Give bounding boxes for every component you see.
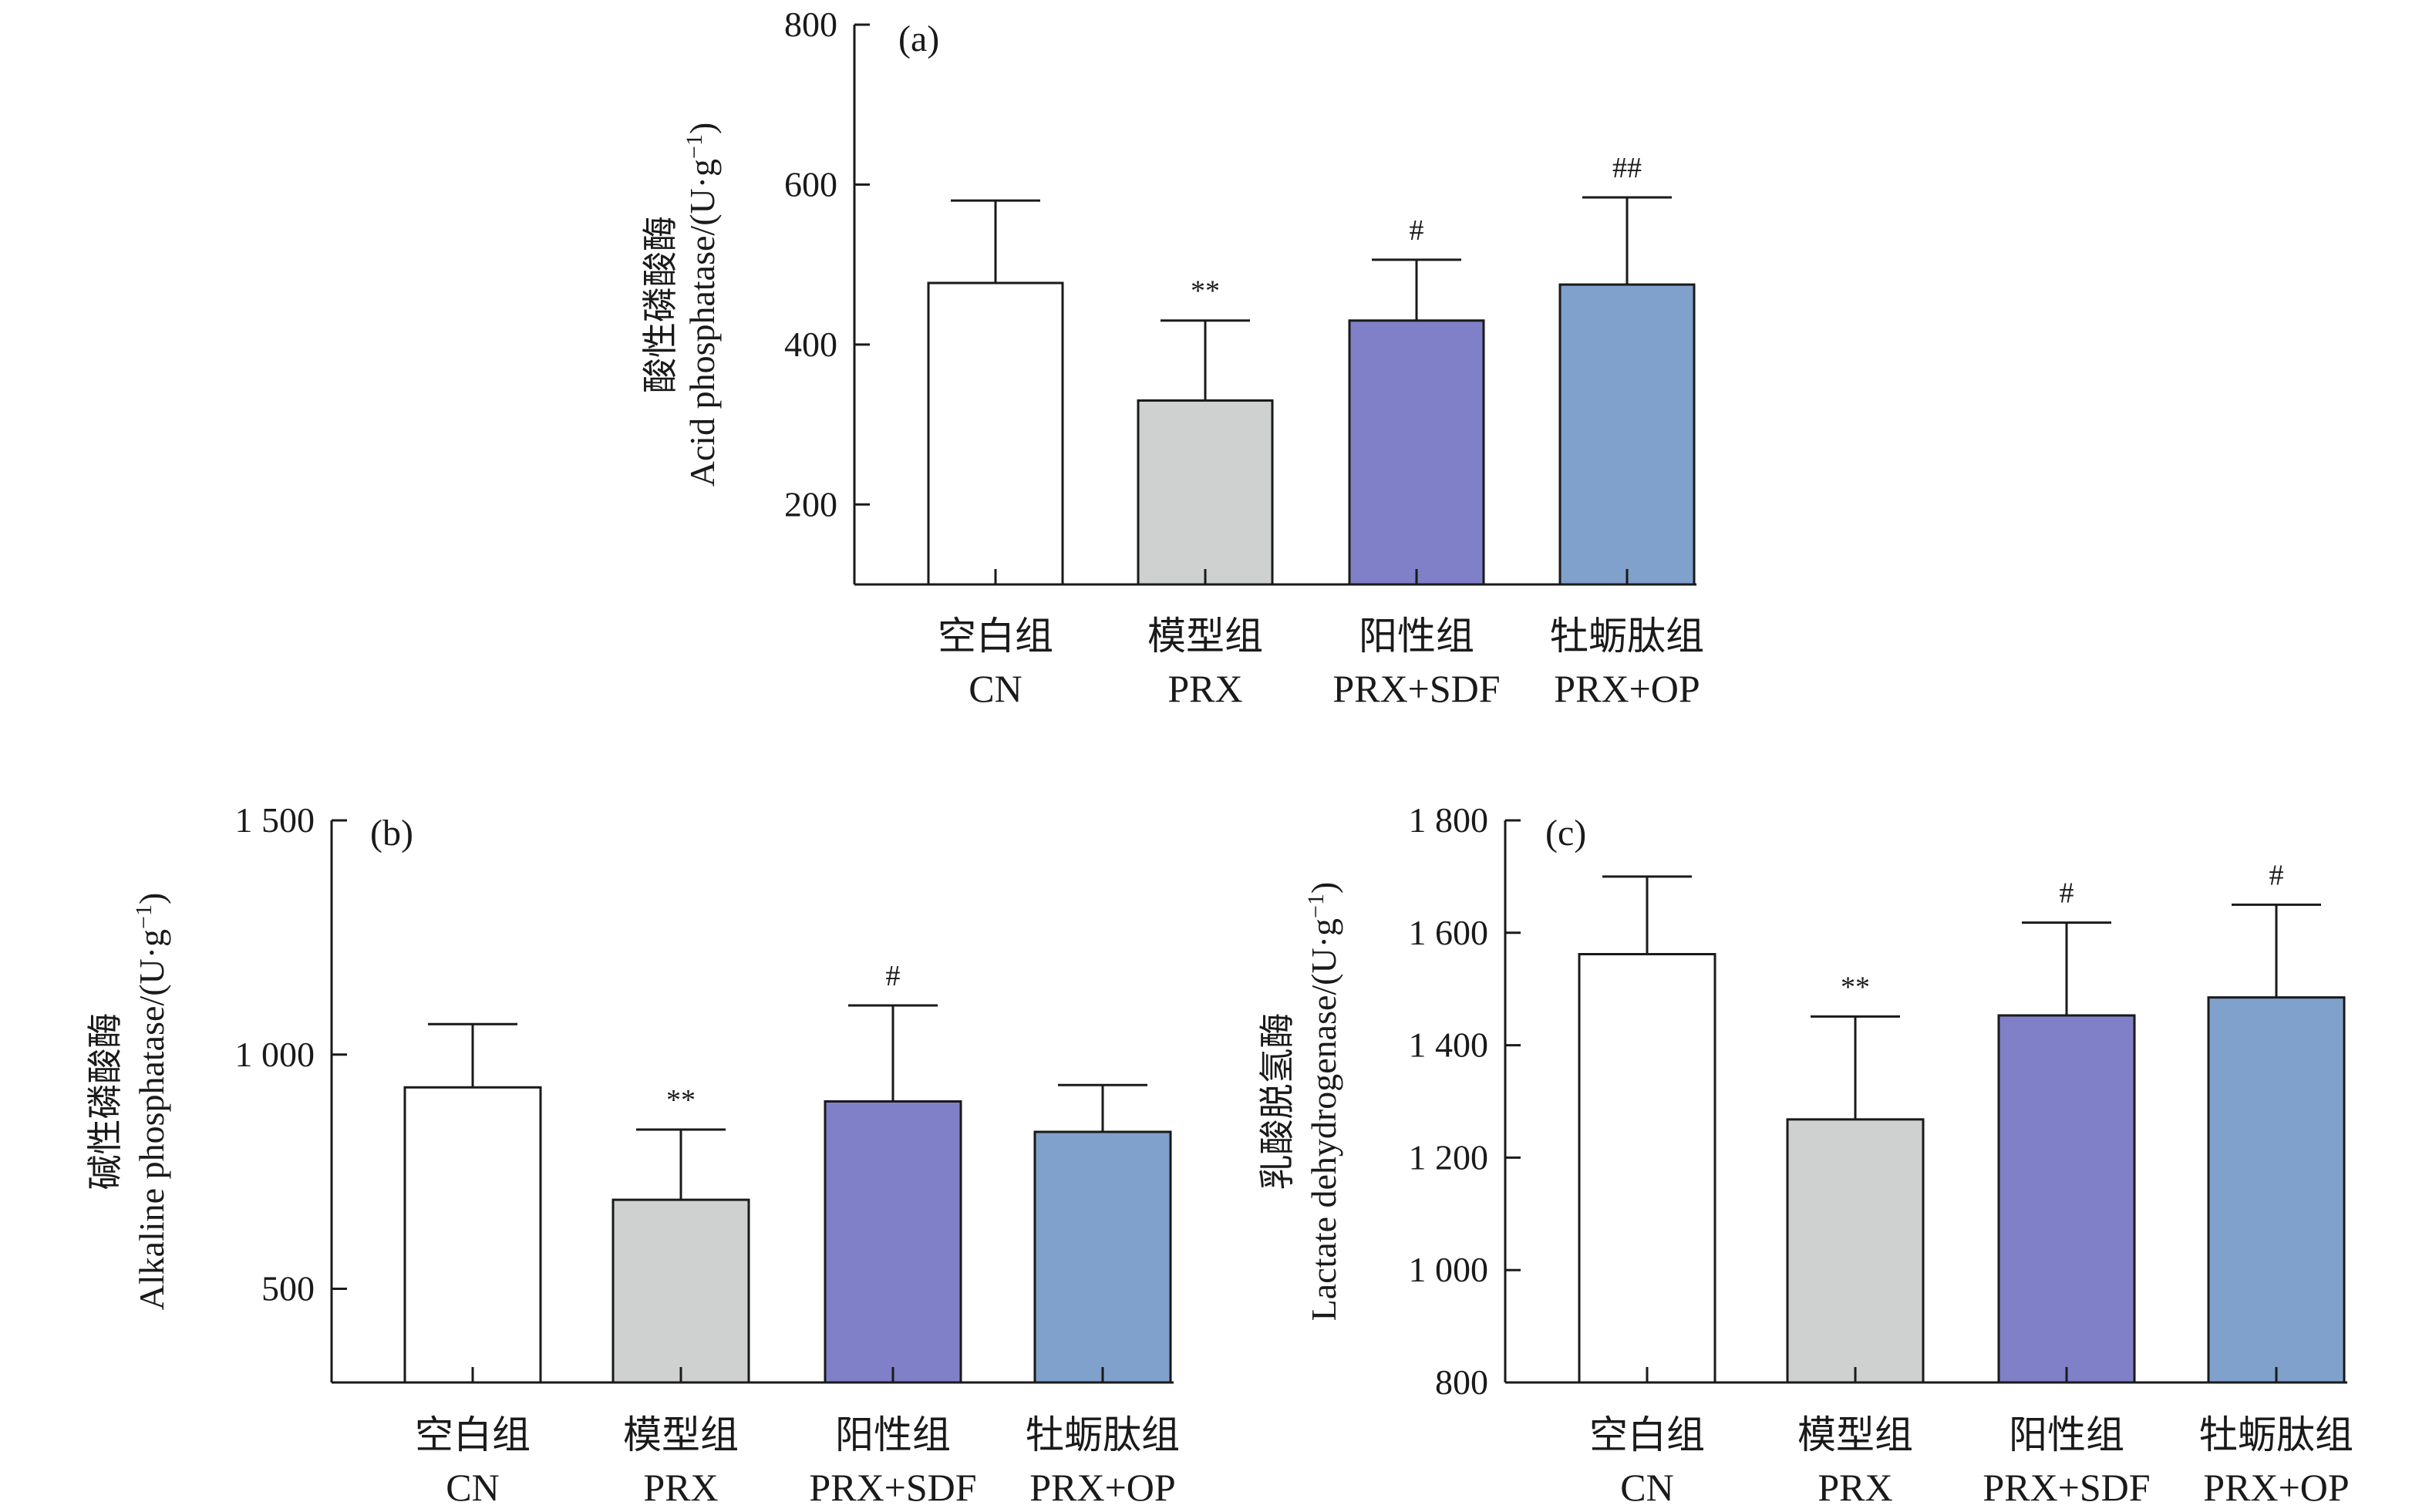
y-axis-title-main: Lactate dehydrogenase/(U·g	[1304, 918, 1343, 1321]
y-axis-title-cn: 碱性磷酸酶	[86, 1013, 125, 1190]
y-tick-label: 500	[261, 1269, 315, 1308]
bar-prx-op	[1558, 283, 1696, 586]
category-label-cn: 模型组	[1797, 1413, 1913, 1456]
bar-prx-sdf	[824, 1100, 962, 1384]
panel-label: (a)	[898, 19, 939, 59]
category-label-cn: 牡蛎肽组	[1026, 1413, 1180, 1456]
bar-prx-op	[2207, 996, 2346, 1384]
significance-mark: **	[1191, 275, 1220, 308]
y-axis-title-superscript: −1	[682, 134, 707, 159]
y-axis-title-main: Alkaline phosphatase/(U·g	[132, 929, 171, 1310]
bar-cn	[403, 1086, 542, 1384]
category-label: PRX+OP	[1554, 667, 1700, 710]
bar-prx	[1786, 1118, 1925, 1384]
y-axis-title-close: )	[132, 893, 171, 904]
significance-mark: #	[886, 960, 901, 992]
bar-prx-op	[1033, 1130, 1172, 1384]
significance-mark: **	[666, 1084, 696, 1116]
significance-mark: #	[2060, 877, 2074, 910]
y-tick-label: 1 800	[1409, 800, 1489, 840]
y-axis-title-cn: 乳酸脱氢酶	[1258, 1013, 1297, 1190]
y-axis-title-close: )	[682, 123, 722, 134]
category-label: PRX	[1167, 667, 1242, 710]
category-label: PRX+OP	[2203, 1466, 2349, 1509]
significance-mark: #	[1410, 214, 1424, 247]
y-tick-label: 800	[1435, 1362, 1488, 1402]
category-label: CN	[446, 1466, 499, 1509]
y-tick-label: 1 000	[1409, 1250, 1489, 1289]
category-label: PRX+OP	[1029, 1466, 1175, 1509]
panel-b: 500 1 000 1 500 (b) 碱性磷酸酶 Alkaline phosphatas…	[86, 800, 1180, 1509]
category-label: PRX	[643, 1466, 718, 1509]
category-label: CN	[969, 667, 1022, 710]
category-label-cn: 空白组	[938, 615, 1053, 658]
y-axis-title-cn: 酸性磷酸酶	[641, 216, 680, 393]
y-tick-label: 1 400	[1409, 1025, 1489, 1065]
y-tick-label: 200	[784, 484, 837, 524]
bar-prx-sdf	[1997, 1014, 2136, 1384]
panel-a: 200 400 600 800 (a) 酸性磷酸酶 Acid phosphatase/(U·…	[641, 5, 1704, 710]
y-tick-label: 1 600	[1409, 913, 1489, 952]
category-label: PRX	[1818, 1466, 1892, 1509]
significance-mark: #	[2269, 859, 2284, 891]
bar-cn	[927, 281, 1064, 586]
y-axis-title-en: Lactate dehydrogenase/(U·g−1)	[1303, 882, 1344, 1322]
panel-label: (c)	[1545, 813, 1586, 854]
y-tick-label: 600	[784, 164, 837, 204]
y-tick-label: 400	[784, 325, 837, 364]
category-label-cn: 模型组	[1147, 615, 1263, 658]
y-tick-label: 1 500	[235, 800, 315, 840]
significance-mark: **	[1841, 971, 1870, 1003]
category-label-cn: 牡蛎肽组	[2199, 1413, 2353, 1456]
category-label: PRX+SDF	[809, 1466, 976, 1509]
significance-mark: ##	[1612, 152, 1642, 184]
category-label-cn: 牡蛎肽组	[1550, 615, 1704, 658]
category-label-cn: 模型组	[623, 1413, 739, 1456]
y-tick-label: 1 200	[1409, 1137, 1489, 1177]
bar-prx-sdf	[1348, 319, 1485, 586]
category-label-cn: 空白组	[1589, 1413, 1705, 1456]
y-axis-title-en: Acid phosphatase/(U·g−1)	[682, 123, 723, 487]
y-axis-title-en: Alkaline phosphatase/(U·g−1)	[131, 893, 172, 1311]
category-label: CN	[1620, 1466, 1673, 1509]
category-label: PRX+SDF	[1332, 667, 1500, 710]
bar-cn	[1578, 953, 1716, 1384]
panel-c: 800 1 000 1 200 1 400 1 600 1 800 (c) 乳酸脱氢酶 Lact…	[1258, 800, 2353, 1509]
y-axis-title-main: Acid phosphatase/(U·g	[682, 159, 722, 487]
category-label-cn: 空白组	[415, 1413, 531, 1456]
category-label-cn: 阳性组	[1359, 615, 1474, 658]
y-tick-label: 1 000	[235, 1035, 315, 1074]
category-label-cn: 阳性组	[2009, 1413, 2124, 1456]
panel-label: (b)	[370, 813, 413, 854]
y-axis-title-superscript: −1	[131, 904, 157, 929]
bar-prx	[611, 1198, 750, 1384]
category-label: PRX+SDF	[1983, 1466, 2150, 1509]
y-axis-title-superscript: −1	[1303, 894, 1329, 918]
y-axis-title-close: )	[1304, 882, 1343, 894]
category-label-cn: 阳性组	[835, 1413, 951, 1456]
bar-prx	[1137, 399, 1274, 586]
y-tick-label: 800	[784, 5, 837, 44]
